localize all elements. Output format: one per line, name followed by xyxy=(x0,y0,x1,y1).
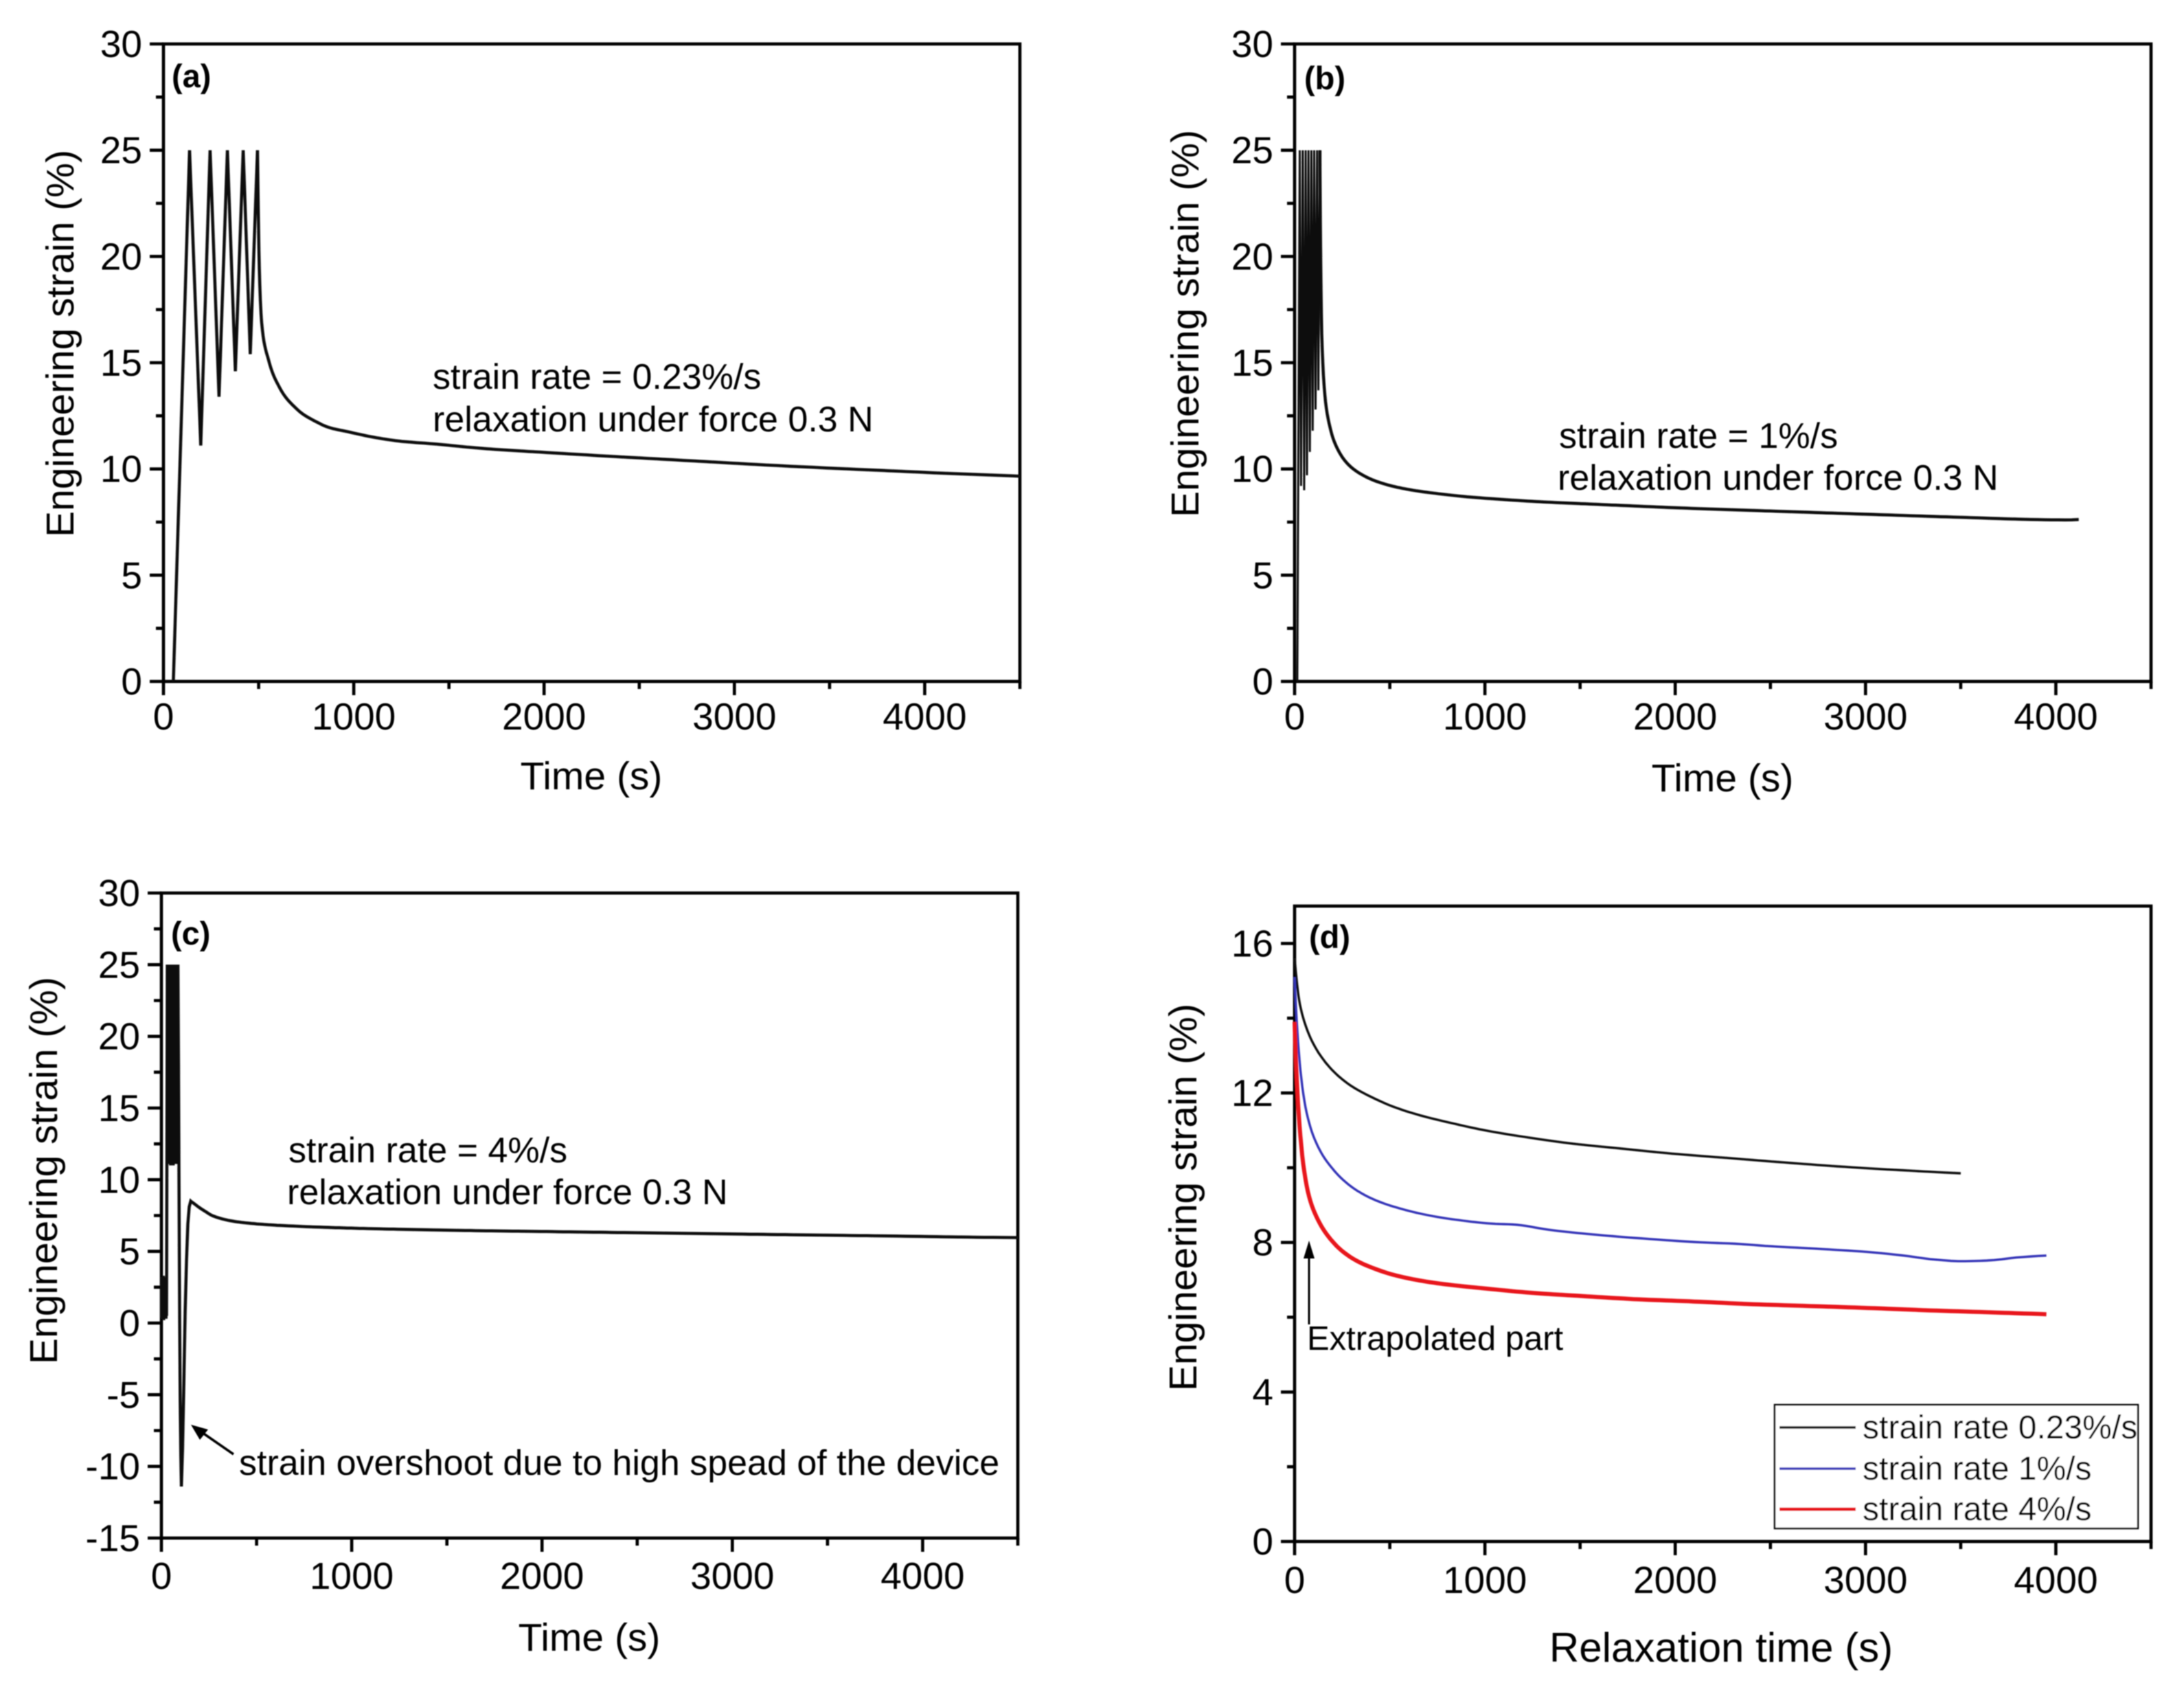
svg-text:12: 12 xyxy=(1231,1072,1273,1114)
svg-text:2000: 2000 xyxy=(1633,695,1717,738)
svg-text:strain rate = 1%/s: strain rate = 1%/s xyxy=(1559,416,1838,456)
svg-text:Time (s): Time (s) xyxy=(521,754,663,798)
svg-text:-10: -10 xyxy=(86,1445,141,1488)
svg-text:Relaxation time (s): Relaxation time (s) xyxy=(1549,1625,1893,1671)
svg-text:5: 5 xyxy=(119,1230,140,1273)
svg-text:25: 25 xyxy=(1231,129,1273,172)
svg-text:relaxation under force 0.3 N: relaxation under force 0.3 N xyxy=(287,1173,728,1212)
svg-text:Time (s): Time (s) xyxy=(519,1616,661,1660)
svg-text:strain rate 4%/s: strain rate 4%/s xyxy=(1863,1491,2091,1528)
svg-text:0: 0 xyxy=(153,695,174,738)
svg-text:strain rate = 0.23%/s: strain rate = 0.23%/s xyxy=(433,357,761,397)
svg-text:1000: 1000 xyxy=(310,1555,394,1597)
svg-text:15: 15 xyxy=(100,341,142,384)
svg-text:Engineering strain (%): Engineering strain (%) xyxy=(38,150,82,537)
svg-text:0: 0 xyxy=(1252,660,1273,703)
svg-text:2000: 2000 xyxy=(502,695,586,738)
svg-text:20: 20 xyxy=(100,235,142,278)
svg-text:strain overshoot due to high s: strain overshoot due to high spead of th… xyxy=(239,1443,999,1483)
svg-text:10: 10 xyxy=(1231,448,1273,490)
svg-text:strain rate 1%/s: strain rate 1%/s xyxy=(1863,1451,2091,1487)
svg-text:4: 4 xyxy=(1252,1370,1273,1413)
svg-text:(a): (a) xyxy=(172,58,211,94)
svg-text:1000: 1000 xyxy=(1443,1559,1527,1601)
svg-text:30: 30 xyxy=(100,23,142,65)
svg-text:0: 0 xyxy=(1284,1559,1306,1601)
svg-text:15: 15 xyxy=(1231,341,1273,384)
svg-text:2000: 2000 xyxy=(1633,1559,1717,1601)
svg-text:4000: 4000 xyxy=(2014,695,2097,738)
svg-text:relaxation under force 0.3 N: relaxation under force 0.3 N xyxy=(433,400,874,440)
svg-text:16: 16 xyxy=(1231,922,1273,964)
svg-text:3000: 3000 xyxy=(1823,695,1907,738)
svg-text:30: 30 xyxy=(1231,23,1273,65)
svg-text:25: 25 xyxy=(100,129,142,172)
svg-text:20: 20 xyxy=(98,1015,140,1058)
svg-text:(d): (d) xyxy=(1309,918,1350,955)
svg-text:strain rate = 4%/s: strain rate = 4%/s xyxy=(288,1131,567,1171)
svg-text:-5: -5 xyxy=(106,1373,140,1416)
svg-text:strain rate 0.23%/s: strain rate 0.23%/s xyxy=(1863,1410,2137,1446)
svg-text:4000: 4000 xyxy=(883,695,966,738)
svg-text:Engineering strain (%): Engineering strain (%) xyxy=(1161,1004,1205,1391)
svg-text:Time (s): Time (s) xyxy=(1652,756,1794,800)
svg-text:3000: 3000 xyxy=(692,695,776,738)
svg-text:10: 10 xyxy=(98,1158,140,1201)
svg-text:(b): (b) xyxy=(1304,60,1345,96)
svg-text:-15: -15 xyxy=(86,1517,141,1559)
svg-text:0: 0 xyxy=(119,1302,140,1344)
svg-text:8: 8 xyxy=(1252,1221,1273,1264)
svg-text:0: 0 xyxy=(1252,1520,1273,1563)
svg-text:Engineering strain (%): Engineering strain (%) xyxy=(22,977,66,1364)
svg-text:10: 10 xyxy=(100,448,142,490)
svg-text:relaxation under force 0.3 N: relaxation under force 0.3 N xyxy=(1558,458,1999,498)
svg-text:4000: 4000 xyxy=(2014,1559,2097,1601)
svg-text:4000: 4000 xyxy=(880,1555,964,1597)
svg-text:1000: 1000 xyxy=(1443,695,1527,738)
svg-text:Extrapolated part: Extrapolated part xyxy=(1307,1320,1564,1357)
svg-text:30: 30 xyxy=(98,872,140,914)
svg-text:3000: 3000 xyxy=(690,1555,774,1597)
svg-text:5: 5 xyxy=(1252,554,1273,596)
svg-text:(c): (c) xyxy=(171,915,210,951)
svg-text:1000: 1000 xyxy=(312,695,396,738)
svg-text:20: 20 xyxy=(1231,235,1273,278)
svg-text:25: 25 xyxy=(98,943,140,986)
svg-text:Engineering strain (%): Engineering strain (%) xyxy=(1163,130,1207,517)
svg-text:0: 0 xyxy=(1284,695,1306,738)
svg-text:15: 15 xyxy=(98,1087,140,1129)
svg-text:5: 5 xyxy=(121,554,142,596)
svg-text:0: 0 xyxy=(151,1555,172,1597)
svg-text:3000: 3000 xyxy=(1823,1559,1907,1601)
svg-text:0: 0 xyxy=(121,660,142,703)
svg-text:2000: 2000 xyxy=(500,1555,584,1597)
